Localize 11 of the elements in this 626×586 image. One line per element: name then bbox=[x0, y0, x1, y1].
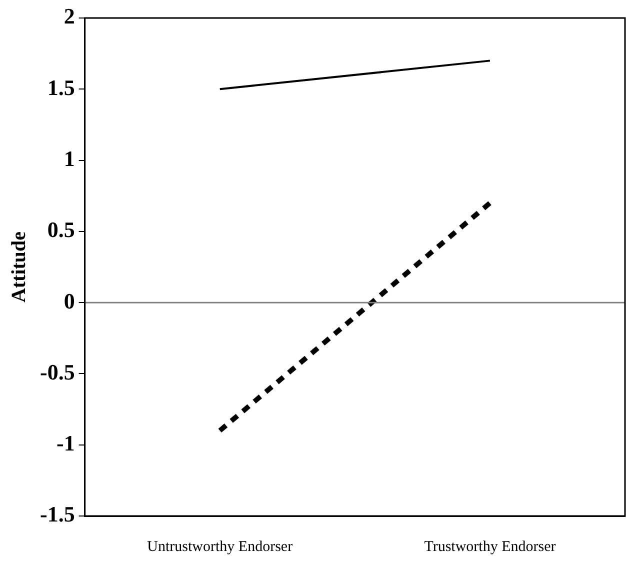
y-tick-label: 1 bbox=[64, 146, 75, 171]
y-tick-label: 2 bbox=[64, 4, 75, 29]
x-tick-label: Trustworthy Endorser bbox=[424, 538, 556, 555]
y-axis-title: Attitude bbox=[8, 231, 30, 303]
y-tick-label: 0.5 bbox=[47, 217, 75, 242]
y-tick-label: -1 bbox=[56, 430, 75, 456]
y-tick-label: 0 bbox=[64, 288, 75, 314]
y-tick-label: -1.5 bbox=[40, 502, 75, 527]
y-tick-label: 1.5 bbox=[47, 74, 75, 100]
x-tick-label: Untrustworthy Endorser bbox=[147, 538, 293, 555]
y-tick-label: -0.5 bbox=[40, 359, 75, 384]
